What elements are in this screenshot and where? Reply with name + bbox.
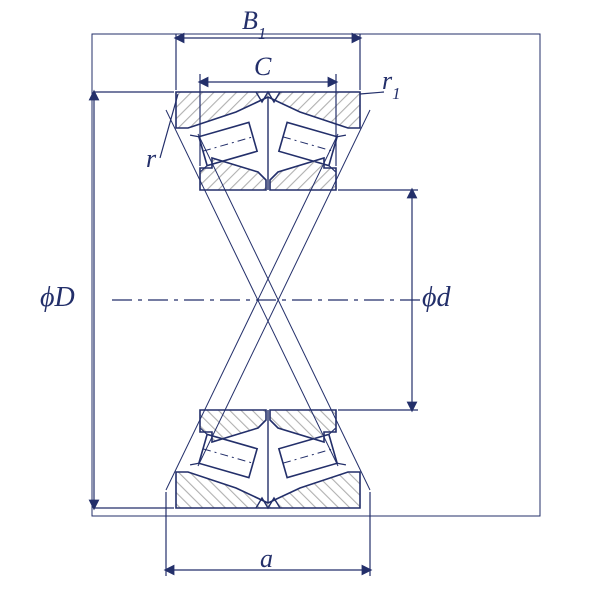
bearing-diagram: B1 C r r1 ϕD ϕd a [0,0,600,600]
dimension-lines [94,34,418,576]
label-B1: B1 [242,6,266,40]
label-phiD: ϕD [40,282,75,314]
diagram-svg [0,0,600,600]
top-section [176,92,360,190]
bottom-section [176,410,360,508]
label-r1: r1 [382,66,401,100]
label-r: r [146,144,156,174]
label-a: a [260,544,273,574]
label-C: C [254,52,271,82]
label-phid: ϕd [422,282,451,314]
